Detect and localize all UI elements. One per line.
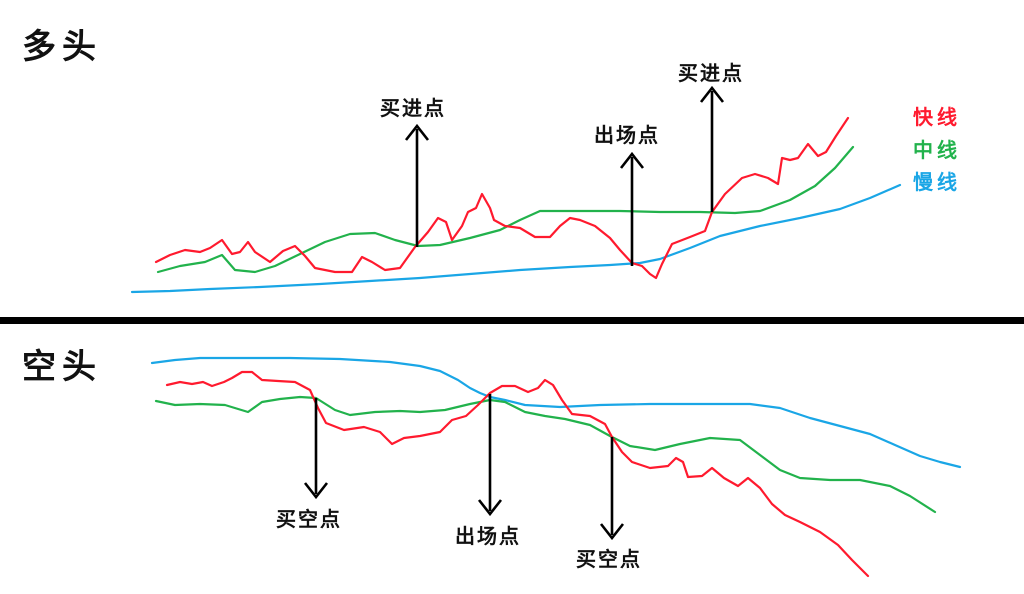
legend-slow: 慢线 [913, 170, 961, 194]
bear-short-label-1: 买空点 [276, 507, 342, 531]
legend-fast: 快线 [913, 105, 961, 129]
bear-exit-label: 出场点 [455, 524, 521, 548]
legend-mid: 中线 [913, 138, 961, 162]
bear-short-label-2: 买空点 [576, 547, 642, 571]
bear-exit-arrow [477, 394, 503, 517]
bear-short-arrow-2 [599, 437, 625, 541]
bull-buy-arrow-1 [404, 123, 430, 247]
bear-mid-line [154, 395, 937, 514]
bull-panel: 多头 买进点 出场点 买进点 快线 中线 慢线 [22, 27, 961, 294]
bull-buy-label-1: 买进点 [380, 96, 446, 120]
bull-exit-label: 出场点 [594, 123, 660, 147]
legend: 快线 中线 慢线 [913, 105, 961, 194]
panel-divider [0, 317, 1024, 324]
bull-fast-line [154, 116, 850, 280]
bear-slow-line [150, 356, 962, 469]
bull-mid-line [156, 145, 855, 274]
bull-buy-label-2: 买进点 [678, 61, 744, 85]
bull-buy-arrow-2 [699, 85, 725, 212]
bear-title: 空头 [22, 347, 102, 387]
bear-panel: 空头 买空点 出场点 买空点 [22, 347, 962, 578]
bull-exit-arrow [619, 151, 645, 266]
bull-slow-line [130, 183, 902, 294]
bull-title: 多头 [22, 27, 102, 67]
bear-short-arrow-1 [303, 398, 329, 500]
bear-fast-line [165, 370, 870, 578]
